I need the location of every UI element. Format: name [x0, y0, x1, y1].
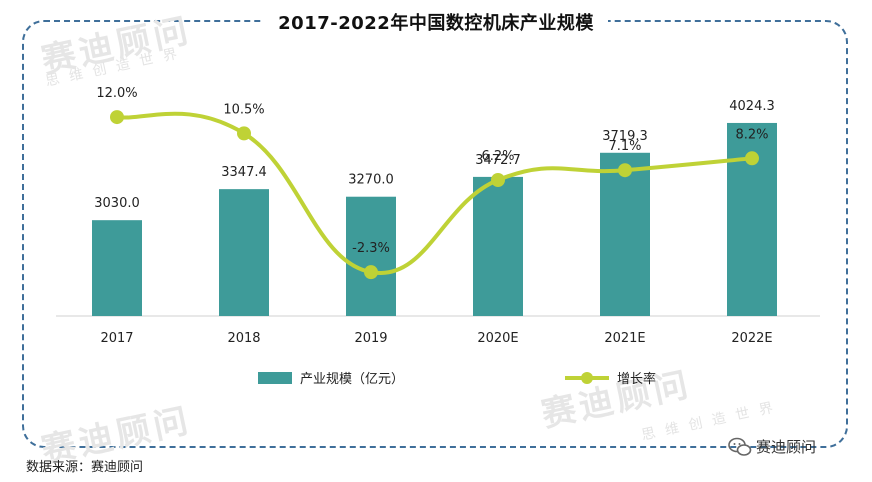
growth-rate-line	[115, 111, 754, 276]
bar-value-label: 3472.7	[475, 153, 521, 168]
growth-rate-label: 8.2%	[735, 127, 768, 142]
growth-rate-label: 10.5%	[223, 102, 264, 117]
growth-rate-point	[618, 163, 632, 178]
wechat-icon	[728, 437, 752, 456]
growth-rate-label: 7.1%	[608, 139, 641, 154]
x-tick-label: 2022E	[731, 331, 772, 346]
growth-rate-point	[110, 110, 124, 125]
source-note: 数据来源：赛迪顾问	[26, 460, 144, 475]
x-tick-label: 2019	[354, 331, 387, 346]
bar	[346, 196, 396, 316]
x-tick-label: 2017	[100, 331, 133, 346]
brand-name: 赛迪顾问	[756, 438, 817, 456]
bar	[219, 189, 269, 316]
bar-value-label: 3719.3	[602, 129, 648, 144]
x-tick-label: 2021E	[604, 331, 645, 346]
legend-item-bar: 产业规模（亿元）	[258, 368, 404, 387]
x-tick-label: 2020E	[477, 331, 518, 346]
x-tick-label: 2018	[227, 331, 260, 346]
legend-swatch-bar	[258, 371, 292, 384]
legend-label: 产业规模（亿元）	[300, 372, 405, 387]
growth-rate-point	[364, 265, 378, 280]
bar-value-label: 3347.4	[221, 165, 267, 180]
legend-swatch-line	[565, 371, 609, 384]
legend-item-line: 增长率	[565, 368, 656, 387]
bar-value-label: 3030.0	[94, 196, 140, 211]
bar	[92, 220, 142, 316]
growth-rate-label: 6.2%	[481, 149, 514, 164]
legend-label: 增长率	[617, 372, 657, 387]
growth-rate-label: 12.0%	[96, 86, 137, 101]
growth-rate-point	[745, 151, 759, 166]
bar	[600, 152, 650, 316]
bar	[473, 176, 523, 316]
growth-rate-point	[237, 126, 251, 141]
chart: 3030.0 2017 3347.4 2018 3270.0 2019 3472.7 2020…	[56, 86, 820, 346]
growth-rate-point	[491, 172, 505, 187]
brand-badge: 赛迪顾问	[728, 436, 816, 457]
growth-rate-label: -2.3%	[352, 241, 390, 256]
bar-value-label: 3270.0	[348, 173, 394, 188]
bar-value-label: 4024.3	[729, 99, 775, 114]
chart-title: 2017-2022年中国数控机床产业规模	[0, 9, 872, 35]
